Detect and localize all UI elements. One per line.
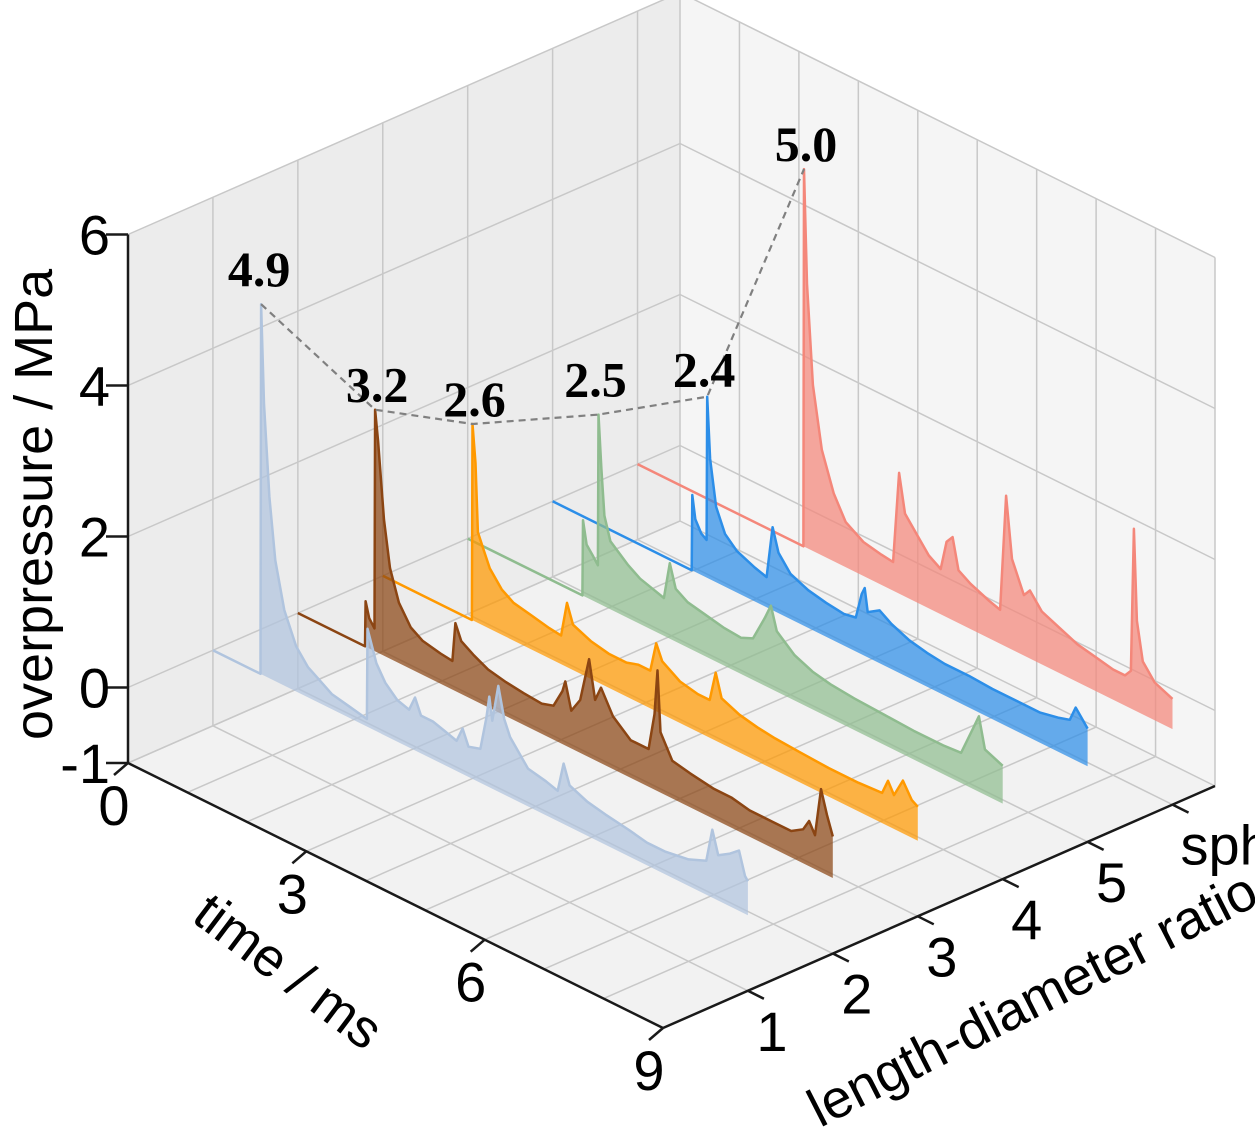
series-line-2 bbox=[297, 408, 835, 837]
series-line-5 bbox=[552, 395, 1089, 730]
x-tick-label: 3 bbox=[277, 862, 308, 925]
x-axis-line bbox=[127, 761, 664, 1030]
z-axis-label: overpressure / MPa bbox=[4, 268, 64, 740]
x-tick-mark bbox=[469, 938, 486, 953]
y-tick-mark bbox=[1087, 840, 1105, 851]
y-tick-label: sphere bbox=[1181, 814, 1255, 877]
back-right-pane bbox=[680, 0, 1215, 786]
y-tick-label: 1 bbox=[756, 1000, 787, 1063]
x-tick-label: 9 bbox=[633, 1039, 664, 1102]
y-tick-mark bbox=[1171, 803, 1190, 814]
z-tick-label: 0 bbox=[79, 657, 110, 720]
grid-line-z bbox=[127, 0, 665, 236]
series-sphere bbox=[636, 167, 1174, 730]
series-5 bbox=[552, 395, 1089, 767]
peak-label-sphere: 5.0 bbox=[775, 116, 838, 172]
grid-line-z bbox=[127, 293, 681, 538]
z-tick-label: 2 bbox=[79, 506, 110, 569]
series-line-3 bbox=[382, 422, 919, 808]
y-tick-mark bbox=[917, 915, 935, 926]
peak-connector bbox=[260, 168, 806, 426]
peak-connector-line bbox=[260, 168, 806, 426]
grid-line-z bbox=[127, 142, 681, 387]
grid-line-z bbox=[679, 293, 1216, 561]
peak-label-3: 2.6 bbox=[443, 371, 506, 427]
y-tick-label: 4 bbox=[1011, 888, 1042, 951]
grid-line-y bbox=[212, 725, 749, 992]
series-1 bbox=[212, 302, 749, 916]
axis-lines bbox=[106, 233, 1216, 1041]
z-tick-label: -1 bbox=[60, 732, 110, 795]
series-line-4 bbox=[467, 413, 1004, 767]
series-area-4 bbox=[467, 414, 1003, 804]
x-tick-label: 0 bbox=[98, 774, 129, 837]
series-line-sphere bbox=[636, 167, 1174, 700]
grid-line-z bbox=[693, 0, 1216, 259]
peak-label-5: 2.4 bbox=[673, 342, 736, 398]
y-tick-label: 2 bbox=[841, 963, 872, 1026]
series-2 bbox=[297, 408, 835, 878]
series-3 bbox=[382, 422, 919, 841]
y-tick-label: 5 bbox=[1096, 851, 1127, 914]
y-tick-label: 3 bbox=[926, 925, 957, 988]
x-tick-label: 6 bbox=[455, 951, 486, 1014]
y-tick-mark bbox=[747, 989, 765, 1000]
x-tick-mark bbox=[648, 1027, 664, 1041]
x-tick-mark bbox=[113, 762, 129, 776]
y-tick-mark bbox=[832, 952, 850, 963]
peak-label-2: 3.2 bbox=[346, 357, 409, 413]
grid-line-x bbox=[603, 755, 1156, 1000]
tick-labels: 4.93.22.62.52.45.0-10246036912345sphere bbox=[60, 116, 1255, 1102]
y-axis-line bbox=[662, 784, 1216, 1030]
grid-line-z bbox=[127, 444, 681, 689]
z-tick-label: 6 bbox=[79, 204, 110, 267]
series-4 bbox=[467, 413, 1004, 804]
peak-label-1: 4.9 bbox=[228, 241, 291, 297]
series-area-3 bbox=[382, 424, 918, 841]
peak-label-4: 2.5 bbox=[564, 352, 627, 408]
series-line-1 bbox=[212, 302, 749, 882]
series-area-5 bbox=[552, 396, 1088, 767]
series-area-2 bbox=[297, 409, 833, 878]
grid-line-z bbox=[679, 142, 1216, 410]
z-tick-label: 4 bbox=[79, 355, 110, 418]
series-layer bbox=[212, 167, 1174, 916]
y-tick-mark bbox=[1002, 877, 1020, 889]
x-tick-mark bbox=[291, 850, 308, 865]
